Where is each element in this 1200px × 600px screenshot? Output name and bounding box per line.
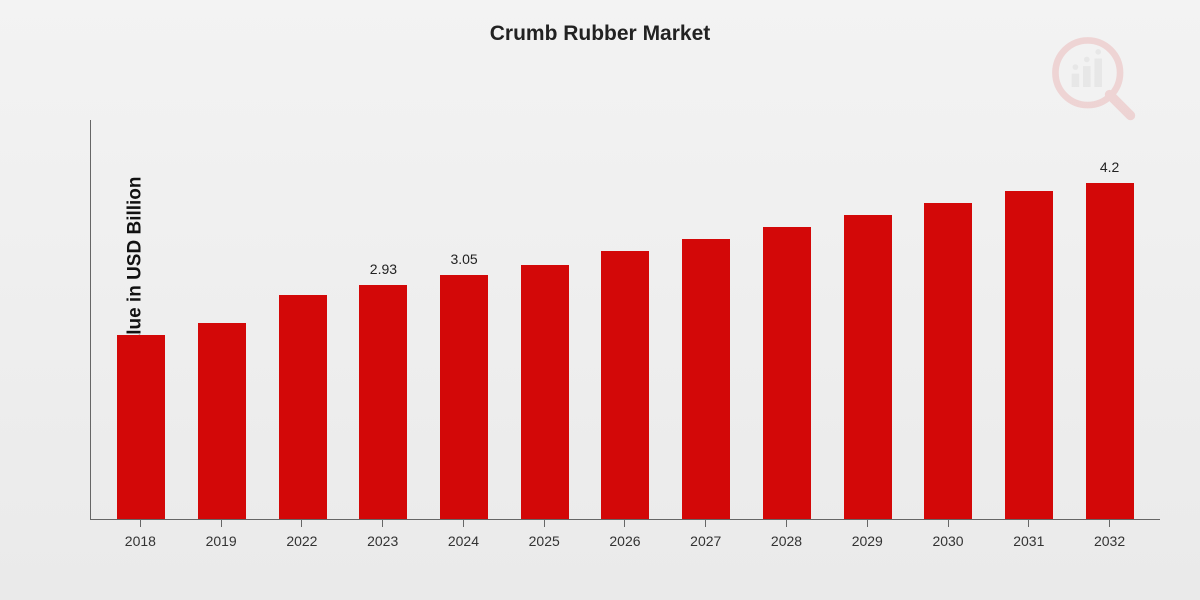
x-tick-mark xyxy=(624,520,625,527)
x-tick: 2023 xyxy=(342,520,423,549)
x-tick: 2031 xyxy=(988,520,1069,549)
bar-value-label: 3.05 xyxy=(450,251,477,269)
x-tick-mark xyxy=(140,520,141,527)
x-axis-ticks: 2018 2019 2022 2023 2024 2025 2026 2027 2028 2029… xyxy=(90,520,1160,549)
bar-slot: 2.93 xyxy=(343,120,424,519)
x-tick-mark xyxy=(1109,520,1110,527)
chart-title: Crumb Rubber Market xyxy=(0,22,1200,46)
x-tick-label: 2023 xyxy=(367,533,398,549)
bars-group: 2.93 3.05 4.2 xyxy=(91,120,1160,519)
bar-slot xyxy=(182,120,263,519)
x-tick-label: 2019 xyxy=(206,533,237,549)
x-tick-mark xyxy=(221,520,222,527)
bar-slot xyxy=(827,120,908,519)
x-tick-mark xyxy=(301,520,302,527)
bar xyxy=(521,265,569,519)
bar xyxy=(198,323,246,519)
bar-slot xyxy=(504,120,585,519)
x-tick-mark xyxy=(382,520,383,527)
bar xyxy=(359,285,407,519)
x-tick-label: 2027 xyxy=(690,533,721,549)
x-tick-label: 2029 xyxy=(852,533,883,549)
bar xyxy=(763,227,811,519)
x-tick-mark xyxy=(867,520,868,527)
bar xyxy=(117,335,165,519)
x-tick-label: 2018 xyxy=(125,533,156,549)
x-tick-label: 2025 xyxy=(529,533,560,549)
bar-value-label: 4.2 xyxy=(1100,159,1119,177)
bar xyxy=(924,203,972,519)
x-tick-label: 2030 xyxy=(932,533,963,549)
bar-slot xyxy=(101,120,182,519)
bar-slot: 4.2 xyxy=(1069,120,1150,519)
x-tick: 2025 xyxy=(504,520,585,549)
bar-slot: 3.05 xyxy=(424,120,505,519)
x-tick-mark xyxy=(463,520,464,527)
x-tick-mark xyxy=(705,520,706,527)
x-tick: 2018 xyxy=(100,520,181,549)
bar-slot xyxy=(989,120,1070,519)
bar xyxy=(279,295,327,519)
bar-value-label: 2.93 xyxy=(370,261,397,279)
x-tick-mark xyxy=(786,520,787,527)
x-tick: 2027 xyxy=(665,520,746,549)
bar xyxy=(1005,191,1053,519)
x-tick-label: 2028 xyxy=(771,533,802,549)
bar-slot xyxy=(262,120,343,519)
x-tick: 2032 xyxy=(1069,520,1150,549)
x-tick-label: 2022 xyxy=(286,533,317,549)
bar xyxy=(682,239,730,519)
bar-slot xyxy=(908,120,989,519)
x-tick: 2029 xyxy=(827,520,908,549)
x-tick: 2024 xyxy=(423,520,504,549)
bar xyxy=(440,275,488,519)
x-tick: 2028 xyxy=(746,520,827,549)
x-tick-label: 2024 xyxy=(448,533,479,549)
bar-slot xyxy=(666,120,747,519)
x-tick: 2019 xyxy=(181,520,262,549)
x-tick-mark xyxy=(544,520,545,527)
x-tick-mark xyxy=(948,520,949,527)
watermark-logo xyxy=(1045,30,1140,130)
bar xyxy=(844,215,892,519)
x-tick: 2022 xyxy=(262,520,343,549)
chart-container: Crumb Rubber Market Market Value in USD … xyxy=(0,0,1200,600)
x-tick-label: 2031 xyxy=(1013,533,1044,549)
bar xyxy=(1086,183,1134,519)
bar-slot xyxy=(747,120,828,519)
x-tick-mark xyxy=(1028,520,1029,527)
plot-area: 2.93 3.05 4.2 xyxy=(90,120,1160,520)
bar xyxy=(601,251,649,519)
x-tick: 2026 xyxy=(585,520,666,549)
x-tick-label: 2026 xyxy=(609,533,640,549)
x-tick-label: 2032 xyxy=(1094,533,1125,549)
bar-slot xyxy=(585,120,666,519)
x-tick: 2030 xyxy=(908,520,989,549)
